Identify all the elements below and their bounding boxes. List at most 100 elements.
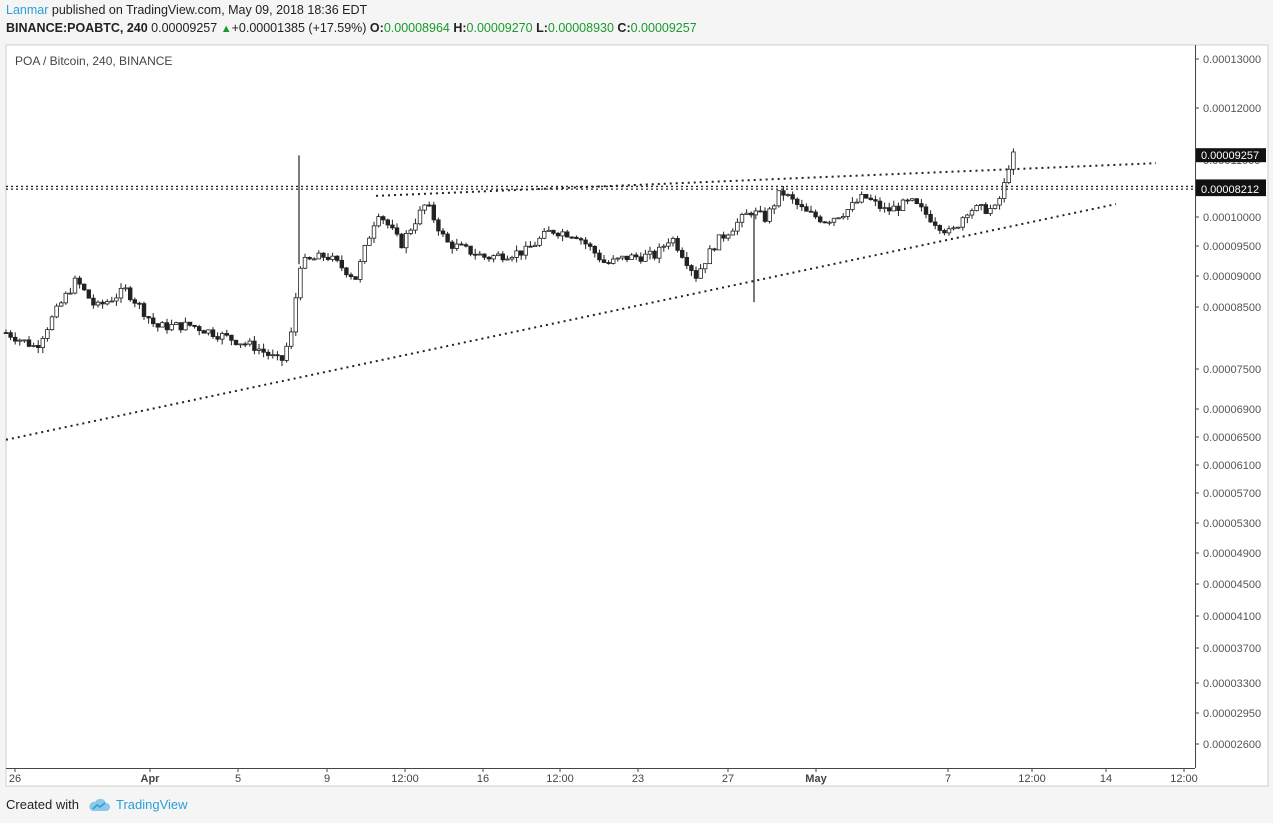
candle [247,338,252,347]
candle [629,253,634,261]
candle [620,255,625,261]
y-tick-label: 0.00005700 [1203,488,1261,500]
low-value: 0.00008930 [547,21,614,35]
candle [657,243,662,264]
candle [288,327,294,350]
y-tick-label: 0.00007500 [1203,364,1261,376]
candle [238,343,243,349]
y-tick-label: 0.00004100 [1203,611,1261,623]
candle [436,217,441,236]
candle [882,202,887,213]
candle [362,244,367,264]
candle [758,205,763,213]
last-price: 0.00009257 [151,21,218,35]
candle [896,202,901,217]
candle [173,321,179,325]
candle [509,255,515,262]
candle [49,315,55,331]
candle [500,251,505,263]
x-tick-label: 26 [9,773,21,785]
candle [22,339,27,343]
y-tick-label: 0.00005300 [1203,518,1261,530]
candle [532,241,538,247]
candle [164,318,170,334]
candle [270,349,275,359]
candle [357,259,363,283]
ohlc-bar: BINANCE:POABTC, 240 0.00009257 ▲+0.00001… [6,21,697,35]
y-tick-label: 0.00009000 [1203,271,1261,283]
candle [523,241,528,260]
candle [569,236,574,240]
horizontal-level-layer [6,185,1195,190]
candle [615,257,620,262]
candle [933,217,938,230]
candle [514,245,519,263]
candle [463,242,469,248]
candle [36,340,41,354]
x-tick-label: 9 [324,773,330,785]
candle [707,245,712,265]
candle [624,255,630,263]
candle [109,296,114,303]
candle [118,283,124,303]
candle [638,252,643,264]
candle [716,234,722,251]
candle [859,191,864,204]
author-link[interactable]: Lanmar [6,3,49,17]
candle [454,238,459,251]
x-tick-label: 12:00 [1018,773,1046,785]
candle [946,225,952,236]
candle [666,238,671,250]
candle [495,251,501,257]
candle [137,301,142,310]
trendline-layer [5,162,1157,441]
candle [712,247,717,252]
y-tick-label: 0.00002600 [1203,739,1261,751]
candle [795,197,800,210]
x-tick-label: 23 [632,773,644,785]
tradingview-brand: TradingView [115,797,188,812]
candle [744,209,749,215]
candle [684,251,689,270]
candle [900,198,906,211]
candle [187,321,193,327]
footer: Created with TradingView [6,797,188,812]
candle [491,254,496,263]
y-tick-label: 0.00004900 [1203,548,1261,560]
candle [597,249,602,263]
candle [583,237,588,250]
candle [790,191,795,204]
y-axis-ticks: 0.000130000.000120000.000110000.00010500… [1195,54,1261,751]
candle [155,322,160,332]
candle [951,225,956,231]
candle [914,197,919,205]
candle [905,198,910,205]
price-badge-label: 0.00009257 [1201,150,1259,162]
candle [923,203,929,219]
candle [201,329,206,334]
tradingview-link[interactable]: TradingView [87,797,188,812]
candle [542,228,547,240]
low-label: L: [536,21,548,35]
up-arrow-icon: ▲ [220,23,232,35]
y-tick-label: 0.00013000 [1203,54,1261,66]
candle [422,204,427,215]
x-tick-label: 16 [477,773,489,785]
candle [546,226,551,232]
candle [431,201,436,224]
candle [831,217,837,227]
candle [325,253,331,262]
y-tick-label: 0.00002950 [1203,708,1261,720]
y-tick-label: 0.00004500 [1203,579,1261,591]
candle-layer [3,148,1016,366]
candle [3,329,9,334]
candle [776,190,781,208]
candle [836,217,841,220]
y-tick-label: 0.00006900 [1203,404,1261,416]
candle [762,207,768,224]
candle [808,205,814,213]
candle [670,236,676,247]
candle [459,241,464,246]
candle [551,229,556,236]
